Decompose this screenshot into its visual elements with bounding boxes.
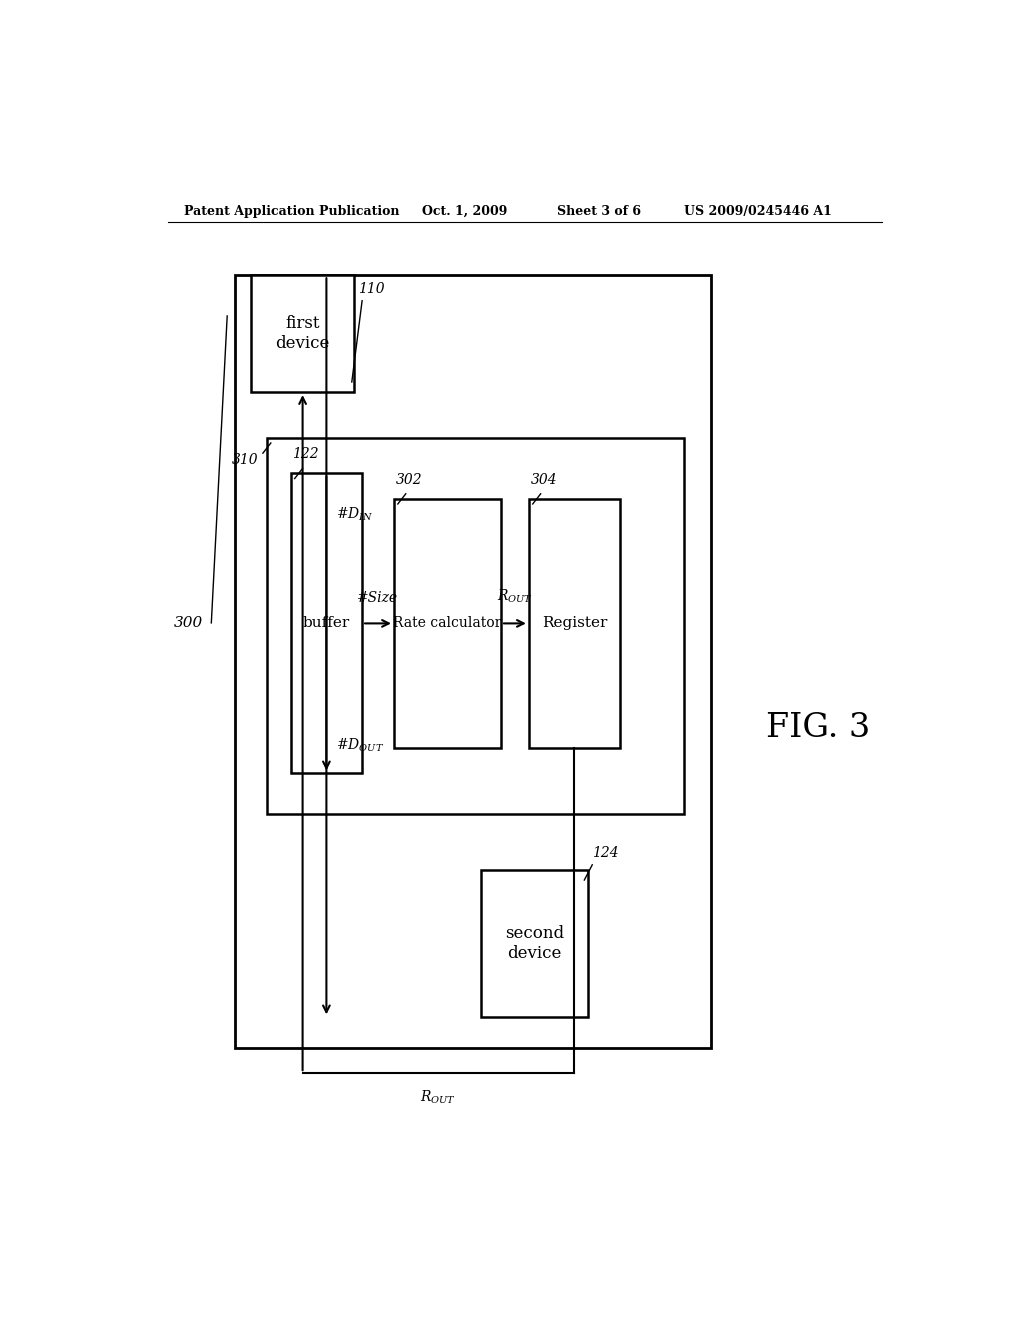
Text: buffer: buffer: [303, 616, 350, 631]
Bar: [394, 499, 501, 748]
Text: second
device: second device: [505, 925, 564, 962]
Text: Oct. 1, 2009: Oct. 1, 2009: [422, 205, 507, 218]
Text: 110: 110: [358, 281, 385, 296]
Bar: [267, 438, 684, 814]
Text: 302: 302: [395, 473, 422, 487]
Bar: [251, 276, 354, 392]
Bar: [291, 474, 362, 774]
Text: FIG. 3: FIG. 3: [766, 711, 870, 743]
Text: 124: 124: [592, 846, 618, 859]
Text: R$_{\mathregular{OUT}}$: R$_{\mathregular{OUT}}$: [421, 1089, 457, 1106]
Text: 310: 310: [232, 453, 259, 467]
Text: US 2009/0245446 A1: US 2009/0245446 A1: [684, 205, 831, 218]
Text: #D$_{\mathregular{OUT}}$: #D$_{\mathregular{OUT}}$: [336, 737, 384, 754]
Bar: [481, 870, 589, 1018]
Text: Rate calculator: Rate calculator: [393, 616, 502, 631]
Text: 122: 122: [292, 447, 318, 461]
Text: Sheet 3 of 6: Sheet 3 of 6: [557, 205, 641, 218]
Text: first
device: first device: [275, 315, 330, 352]
Bar: [236, 276, 712, 1048]
Text: #D$_{\mathregular{IN}}$: #D$_{\mathregular{IN}}$: [336, 506, 374, 523]
Text: #Size: #Size: [357, 591, 398, 605]
Bar: [528, 499, 621, 748]
Text: R$_{\mathregular{OUT}}$: R$_{\mathregular{OUT}}$: [497, 587, 532, 605]
Text: Patent Application Publication: Patent Application Publication: [183, 205, 399, 218]
Text: 304: 304: [530, 473, 557, 487]
Text: 300: 300: [174, 616, 204, 630]
Text: Register: Register: [542, 616, 607, 631]
